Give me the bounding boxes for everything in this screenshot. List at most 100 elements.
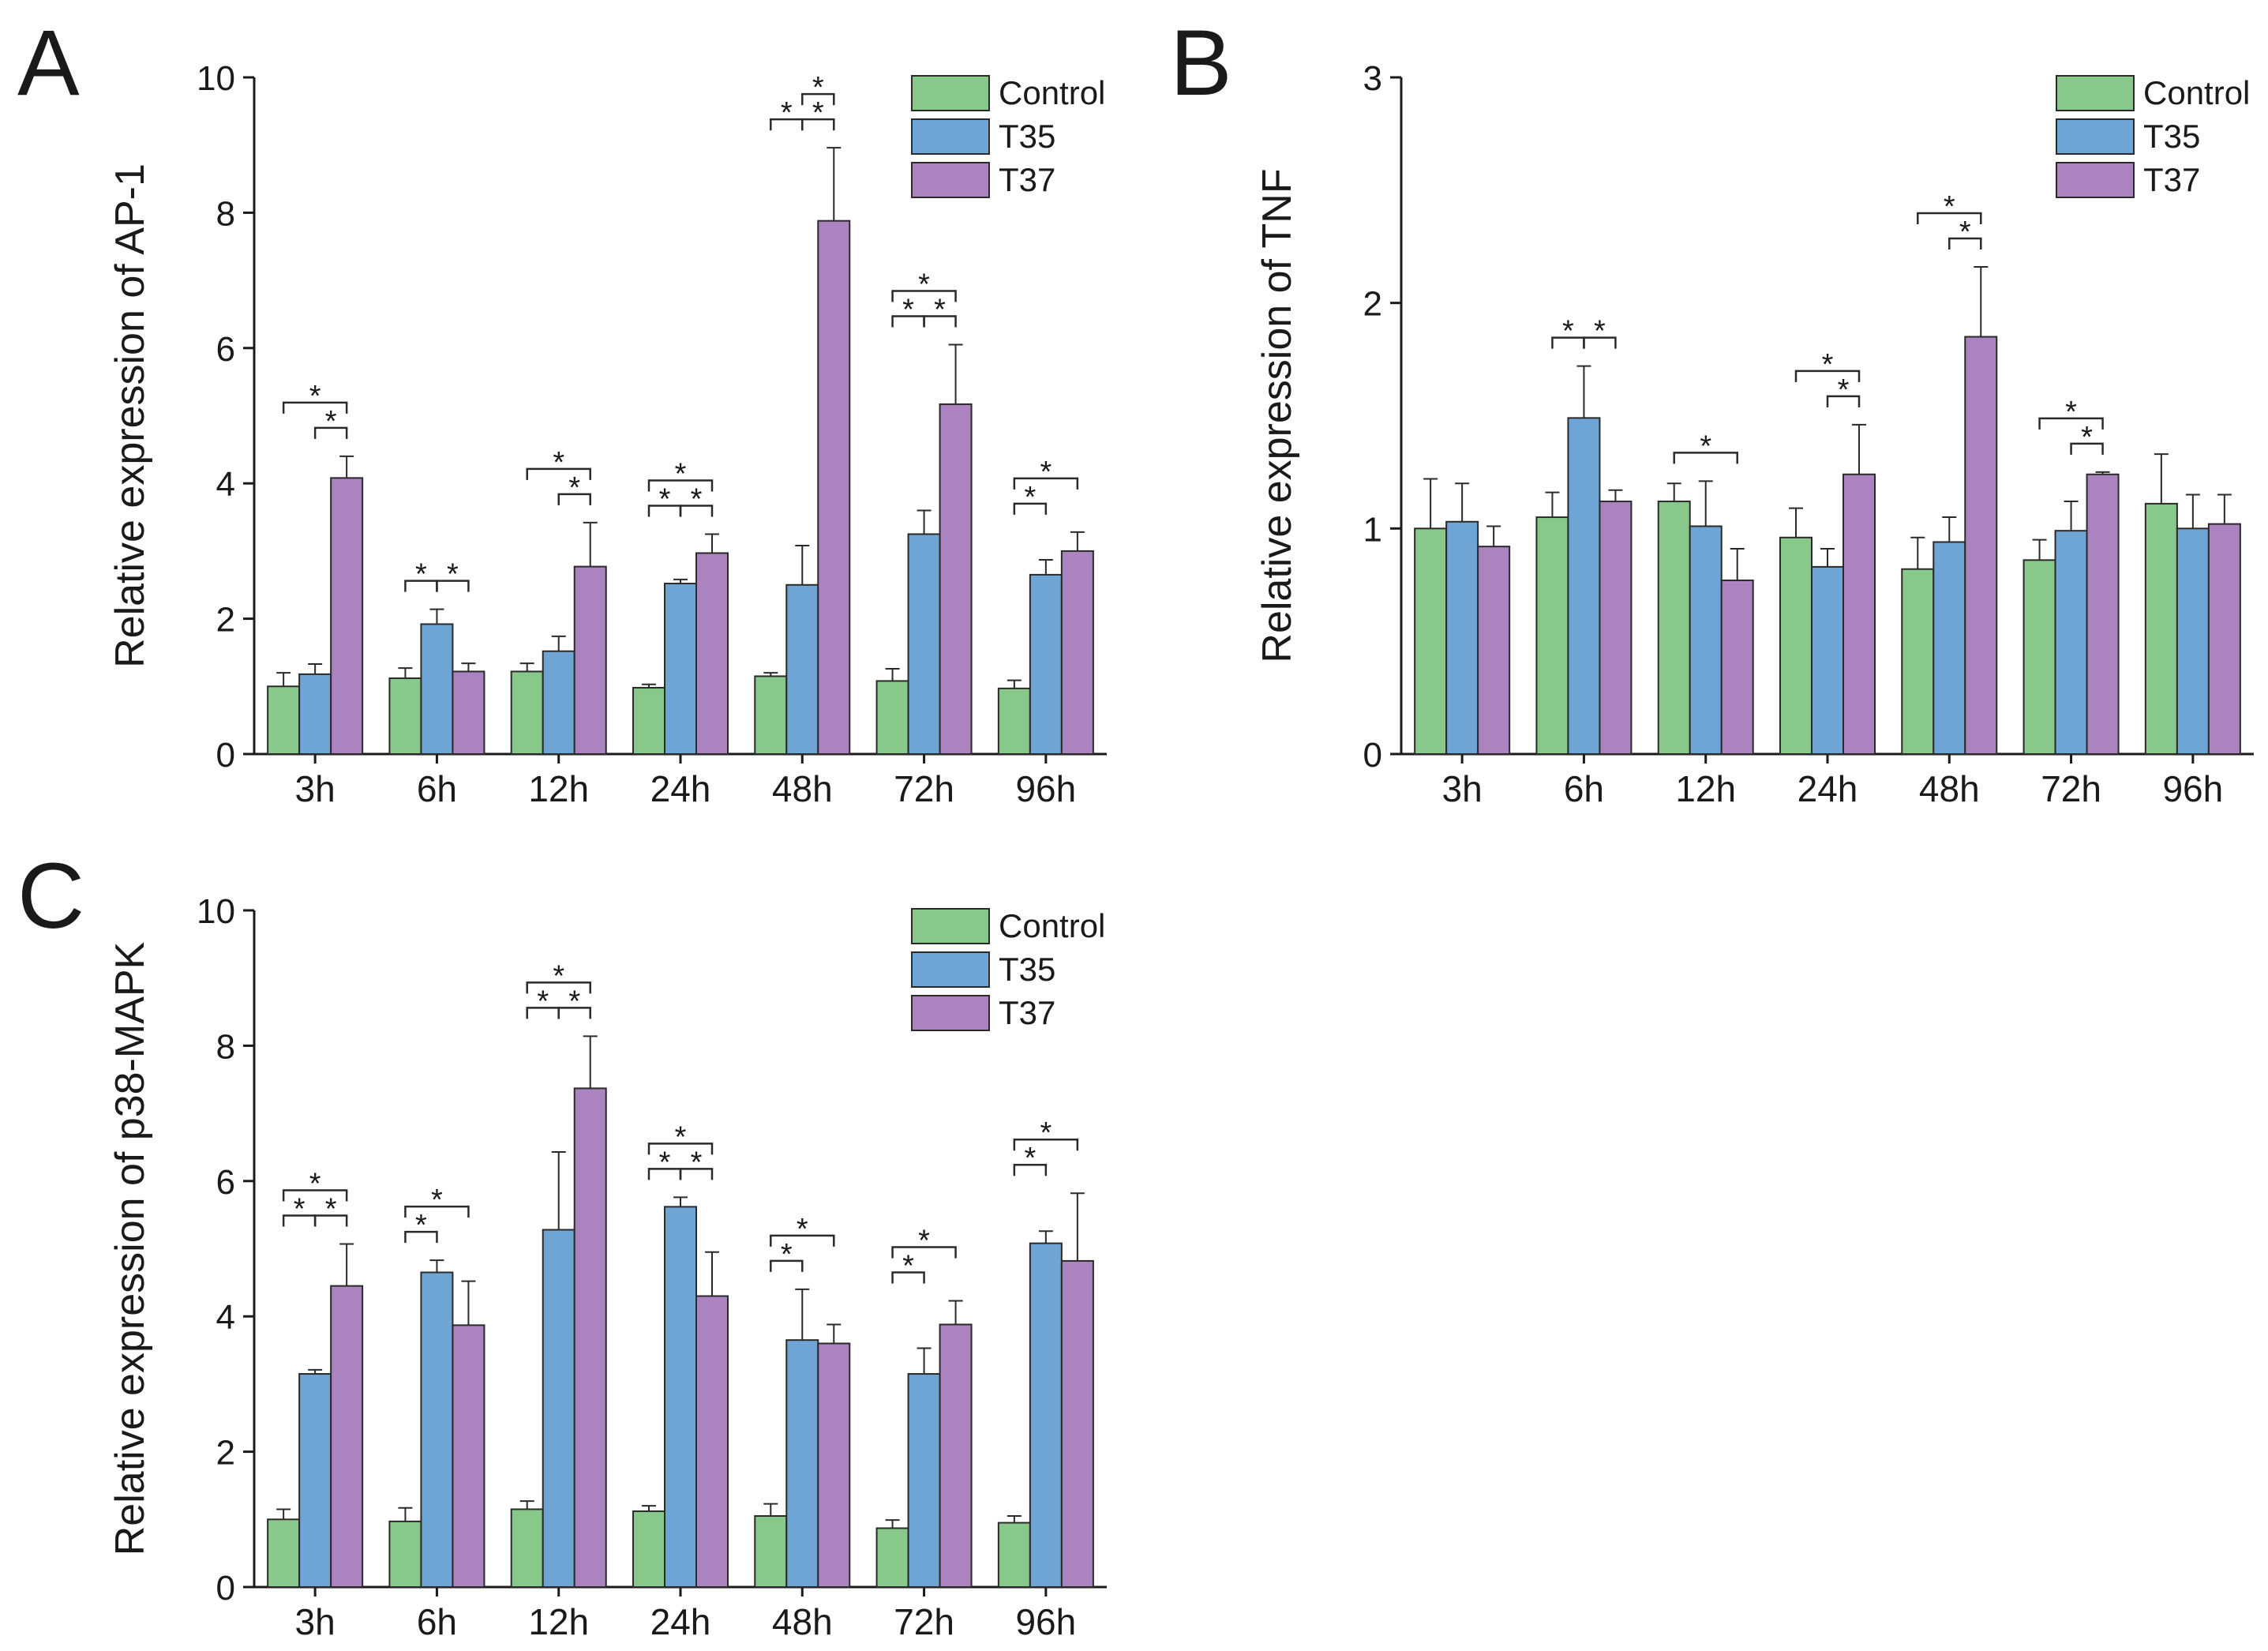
y-tick-label: 6 (216, 1163, 235, 1202)
bar-control (510, 670, 544, 755)
x-tick-label: 3h (1442, 768, 1483, 809)
x-tick-label: 6h (417, 768, 457, 809)
panel-label: B (1170, 11, 1232, 115)
significance-star: * (568, 471, 580, 505)
significance-star: * (1040, 456, 1052, 489)
y-tick-label: 2 (216, 601, 235, 640)
bar-control (997, 1522, 1031, 1588)
significance-star: * (902, 1249, 914, 1282)
significance-star: * (1959, 216, 1971, 249)
bar-t35 (1689, 525, 1723, 756)
bar-t37 (330, 477, 364, 755)
significance-bracket (1013, 477, 1079, 490)
x-tick-label: 3h (295, 768, 336, 809)
bar-control (632, 1510, 665, 1588)
significance-star: * (1944, 190, 1955, 223)
legend-label-t37: T37 (999, 994, 1055, 1031)
x-tick-label: 72h (2041, 768, 2101, 809)
significance-star: * (2065, 396, 2077, 429)
significance-bracket (557, 493, 591, 505)
significance-star: * (309, 1168, 321, 1201)
significance-bracket (282, 401, 348, 414)
significance-star: * (1838, 373, 1850, 407)
legend-swatch-t35 (911, 951, 990, 988)
significance-bracket (436, 580, 470, 592)
legend-label-t37: T37 (999, 161, 1055, 198)
x-tick-label: 24h (1798, 768, 1858, 809)
bar-t37 (1720, 580, 1754, 756)
bar-control (388, 677, 422, 755)
bar-control (510, 1508, 544, 1588)
bar-control (2144, 502, 2178, 755)
significance-bracket (313, 426, 348, 439)
y-axis-label: Relative expression of p38-MAPK (107, 941, 153, 1555)
significance-star: * (1040, 1116, 1052, 1150)
bar-t35 (1029, 1242, 1063, 1589)
bar-control (997, 687, 1031, 755)
significance-star: * (781, 1238, 793, 1271)
significance-star: * (2081, 421, 2093, 454)
bar-t37 (452, 1324, 485, 1588)
bar-t35 (298, 1373, 332, 1589)
bar-t37 (573, 565, 607, 756)
significance-bracket (679, 505, 714, 517)
significance-bracket (404, 1205, 470, 1218)
significance-star: * (675, 1120, 687, 1154)
legend-label-control: Control (999, 907, 1105, 944)
bar-t37 (1060, 550, 1094, 756)
bar-control (1535, 516, 1569, 755)
significance-bracket (526, 467, 591, 480)
bar-control (754, 675, 788, 756)
significance-star: * (1562, 315, 1574, 348)
bar-control (267, 1518, 301, 1589)
x-tick-label: 12h (528, 768, 589, 809)
significance-bracket (282, 1189, 348, 1202)
bar-t35 (1567, 417, 1601, 756)
significance-star: * (325, 1193, 337, 1226)
bar-t37 (939, 403, 973, 755)
significance-star: * (812, 96, 824, 129)
legend-swatch-t37 (911, 995, 990, 1031)
significance-star: * (309, 380, 321, 413)
significance-bracket (891, 290, 957, 302)
significance-bracket (1583, 336, 1617, 349)
bar-control (1414, 527, 1448, 755)
significance-star: * (659, 482, 671, 516)
y-tick-label: 10 (197, 59, 235, 98)
bar-t37 (1599, 501, 1633, 755)
legend-swatch-control (2056, 75, 2135, 111)
bar-control (388, 1520, 422, 1588)
significance-bracket (891, 1271, 925, 1284)
significance-bracket (923, 315, 957, 328)
legend-swatch-control (911, 75, 990, 111)
significance-star: * (537, 985, 549, 1018)
bar-t35 (907, 1373, 941, 1589)
y-tick-label: 4 (216, 465, 235, 504)
significance-star: * (918, 1224, 930, 1257)
significance-star: * (415, 558, 427, 591)
x-tick-label: 72h (894, 768, 954, 809)
significance-bracket (770, 118, 804, 131)
significance-star: * (902, 294, 914, 327)
significance-star: * (1822, 348, 1834, 381)
panel-a: A 0 2 4 6 8 10 Relative expression of AP-1 3h 6h 1… (17, 11, 1107, 809)
significance-bracket (1013, 502, 1048, 515)
y-tick-label: 3 (1363, 59, 1382, 98)
x-tick-label: 3h (295, 1601, 336, 1642)
significance-star: * (675, 457, 687, 490)
significance-bracket (891, 1246, 957, 1259)
significance-bracket (647, 479, 714, 492)
significance-star: * (918, 268, 930, 302)
significance-bracket (557, 1007, 591, 1019)
significance-star: * (934, 294, 946, 327)
y-tick-label: 0 (216, 1569, 235, 1608)
significance-star: * (691, 482, 703, 516)
legend-swatch-t37 (2056, 162, 2135, 198)
significance-bracket (526, 981, 591, 994)
y-tick-label: 2 (1363, 285, 1382, 324)
significance-star: * (325, 405, 337, 438)
x-tick-label: 6h (1564, 768, 1604, 809)
bar-t37 (939, 1323, 973, 1588)
significance-bracket (1013, 1138, 1079, 1151)
x-tick-label: 72h (894, 1601, 954, 1642)
